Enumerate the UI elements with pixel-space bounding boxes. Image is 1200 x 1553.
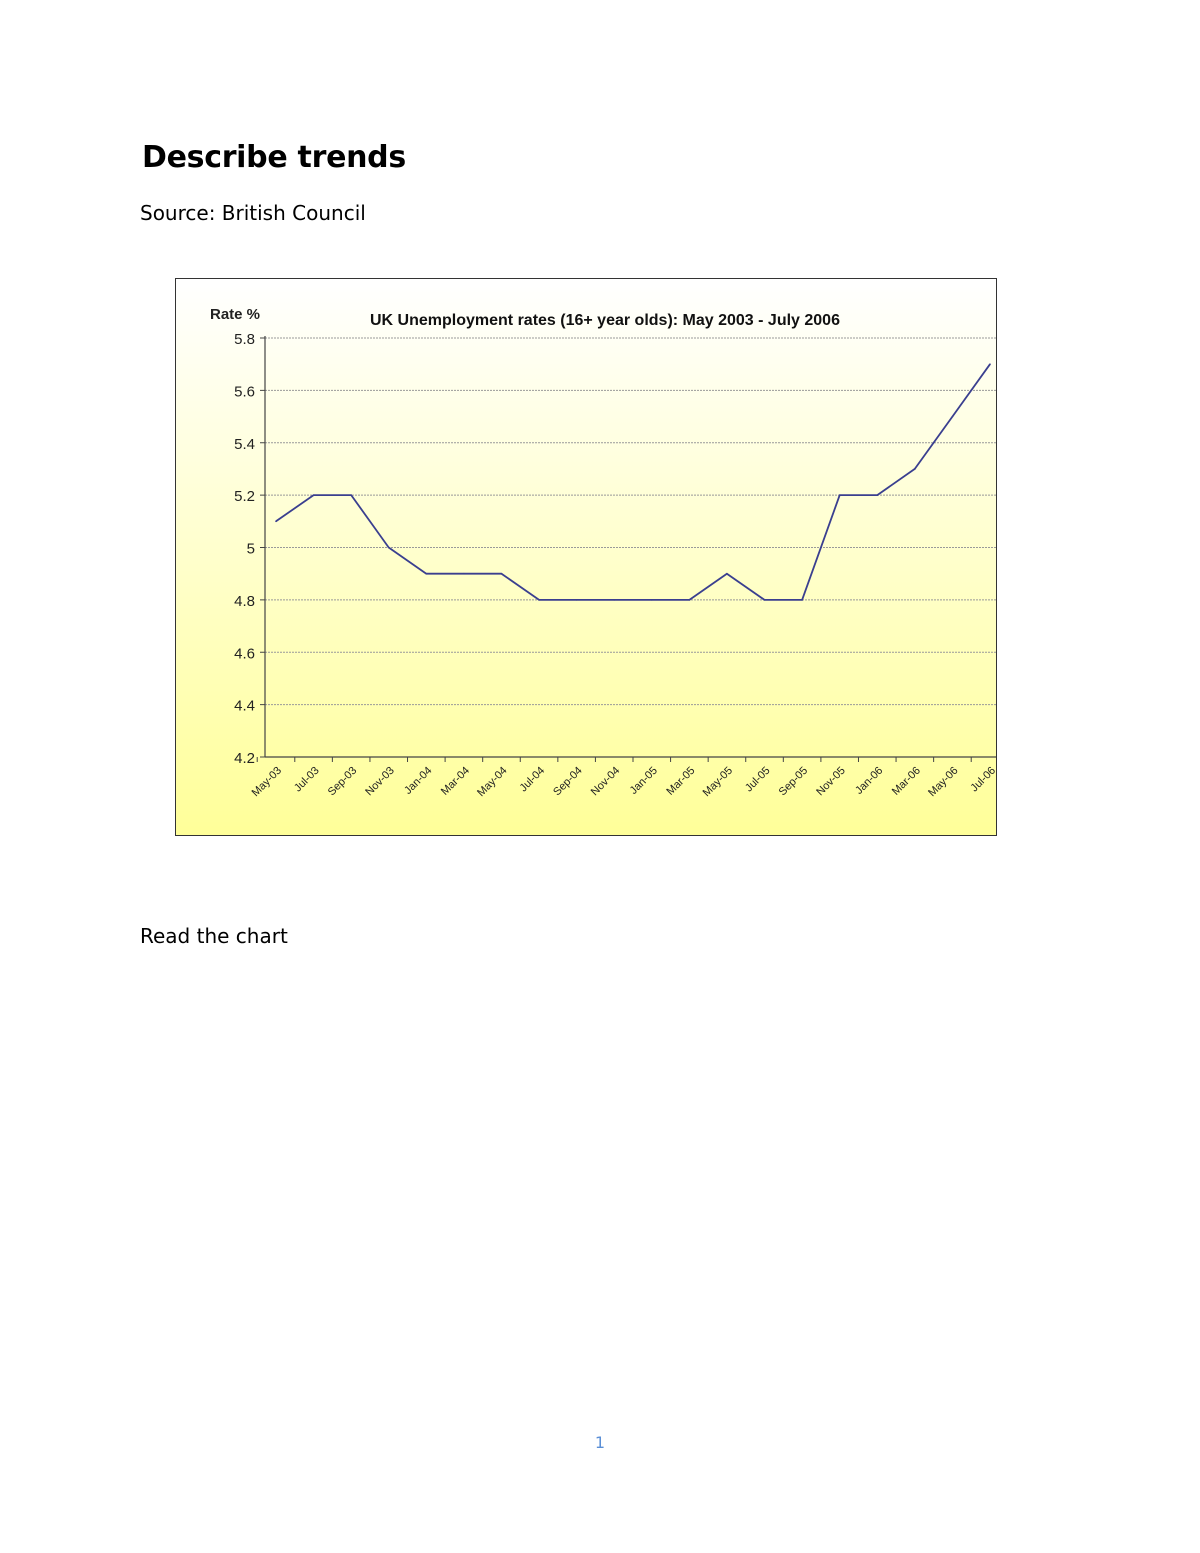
y-tick-label: 4.6	[234, 645, 255, 662]
instruction-text: Read the chart	[140, 924, 288, 948]
axes	[256, 336, 996, 762]
y-tick-label: 4.8	[234, 593, 255, 610]
chart-title: UK Unemployment rates (16+ year olds): M…	[370, 312, 840, 329]
data-point	[575, 599, 578, 601]
data-point	[914, 468, 916, 470]
data-point	[275, 520, 277, 523]
page-number: 1	[594, 1433, 606, 1452]
series-line	[275, 363, 991, 601]
data-point	[726, 572, 728, 575]
series-layer	[275, 363, 991, 601]
data-point	[876, 494, 879, 496]
page-heading: Describe trends	[142, 140, 406, 175]
data-point	[688, 599, 691, 601]
y-tick-label: 4.4	[234, 698, 255, 715]
data-point	[801, 599, 803, 601]
data-point	[763, 599, 766, 601]
data-point	[951, 415, 954, 418]
data-point	[463, 572, 465, 575]
y-axis-label: Rate %	[210, 306, 260, 323]
data-point	[989, 363, 991, 365]
data-point	[312, 494, 315, 496]
data-point	[500, 572, 503, 575]
y-tick-label: 5.6	[234, 383, 255, 400]
y-tick-label: 5.8	[234, 331, 255, 348]
source-line: Source: British Council	[140, 201, 366, 225]
data-point	[538, 599, 540, 601]
line-chart: 5.85.65.45.254.84.64.44.2 May-03 Jul-03 Se…	[176, 279, 996, 835]
y-tick-labels: 5.8 5.6 5.4 5.2 5 4.8 4.6 4.4 4.2	[234, 331, 255, 767]
data-point	[838, 494, 841, 496]
y-tick-label: 4.2	[234, 750, 255, 767]
data-point	[425, 572, 428, 575]
y-tick-label: 5.2	[234, 488, 255, 505]
data-point	[613, 599, 616, 601]
data-point	[387, 546, 390, 549]
y-tick-label: 5.4	[234, 436, 255, 453]
data-point	[350, 494, 352, 496]
data-point	[650, 599, 653, 601]
chart-background	[176, 279, 996, 835]
y-tick-label: 5	[247, 541, 255, 558]
chart-frame: 5.8 5.6 5.4 5.2 5 4.8 4.6 4.4 4.2 May-03 Jul-03 Se…	[175, 278, 997, 836]
